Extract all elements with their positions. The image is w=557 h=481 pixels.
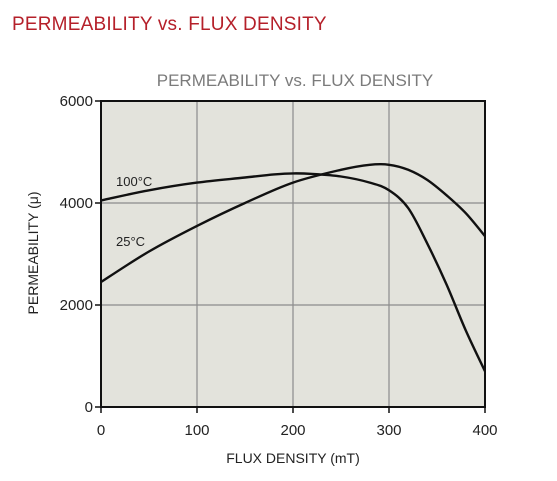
x-axis-label: FLUX DENSITY (mT) [226, 450, 360, 466]
x-tick-label: 200 [280, 422, 305, 439]
x-tick-label: 0 [97, 422, 105, 439]
y-tick-label: 0 [85, 399, 93, 416]
x-tick-label: 400 [472, 422, 497, 439]
series-label-25c: 25°C [116, 234, 145, 249]
page-heading: PERMEABILITY vs. FLUX DENSITY [12, 14, 327, 35]
curves [100, 162, 487, 372]
y-axis-label: PERMEABILITY (μ) [25, 192, 41, 315]
y-tick-label: 4000 [60, 195, 93, 212]
x-tick-label: 100 [184, 422, 209, 439]
chart-title: PERMEABILITY vs. FLUX DENSITY [157, 71, 433, 90]
series-line-1 [100, 162, 486, 284]
series-line-0 [100, 172, 487, 372]
y-tick-label: 6000 [60, 93, 93, 110]
y-tick-label: 2000 [60, 297, 93, 314]
series-label-100c: 100°C [116, 174, 152, 189]
x-tick-label: 300 [376, 422, 401, 439]
grid [101, 101, 485, 407]
